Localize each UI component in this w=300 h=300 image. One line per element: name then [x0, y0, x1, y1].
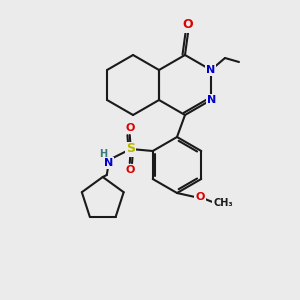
Text: O: O — [125, 165, 134, 175]
Text: S: S — [126, 142, 135, 155]
Text: N: N — [104, 158, 113, 168]
Text: N: N — [207, 95, 217, 105]
Text: H: H — [99, 149, 107, 159]
Text: O: O — [125, 123, 134, 133]
Text: O: O — [195, 192, 205, 202]
Text: N: N — [206, 65, 216, 75]
Text: CH₃: CH₃ — [213, 198, 233, 208]
Text: O: O — [183, 19, 193, 32]
